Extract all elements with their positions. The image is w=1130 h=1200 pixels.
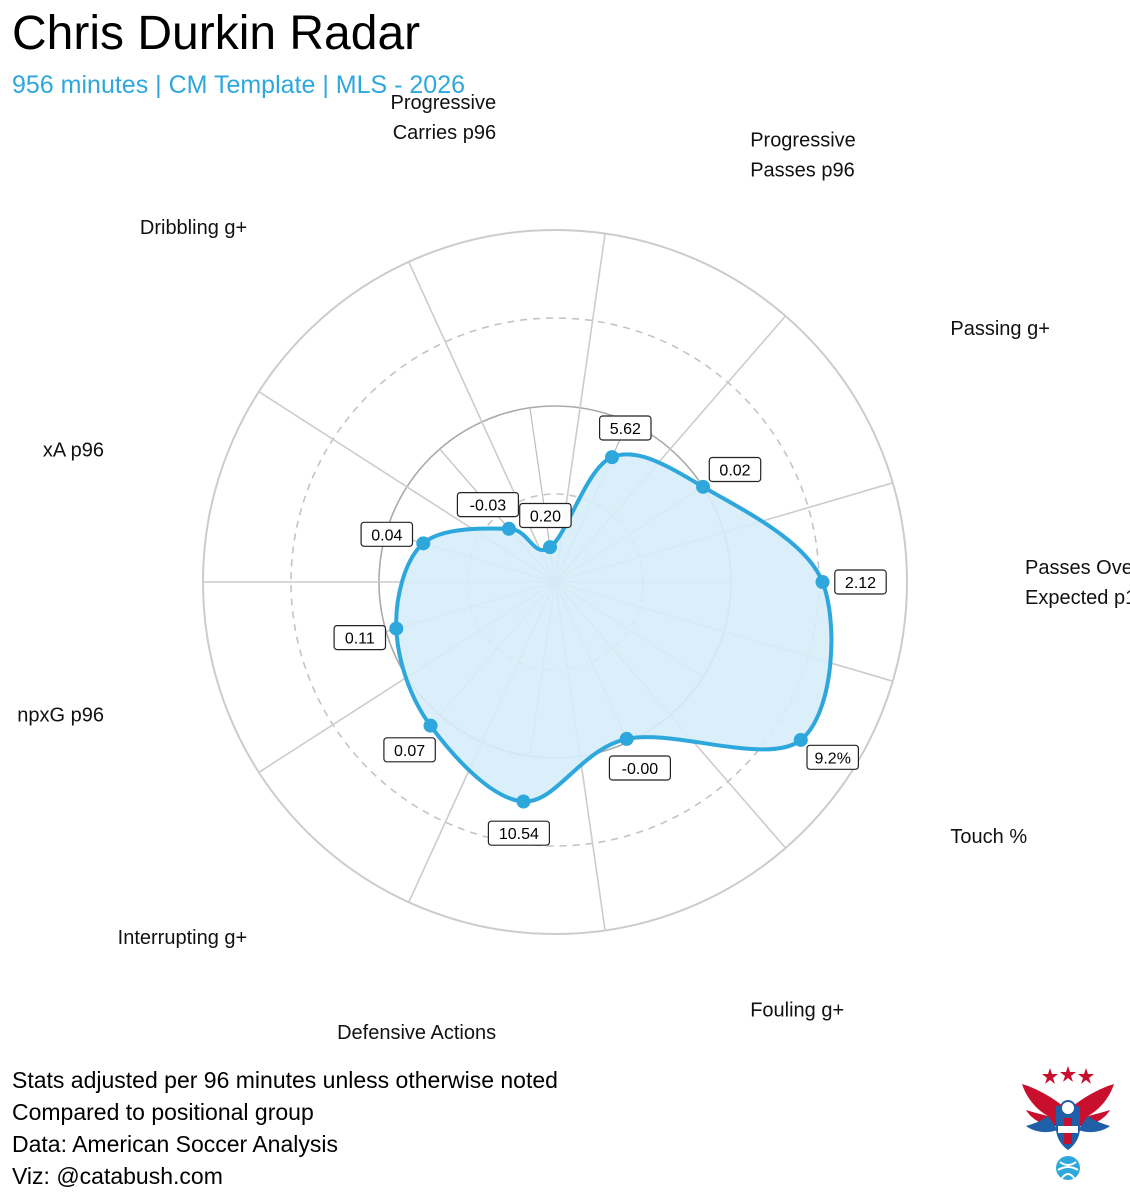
value-label-7: 0.07 (383, 737, 436, 763)
logo-stars (1042, 1066, 1094, 1084)
axis-label-line: Carries p96 (393, 122, 496, 144)
chart-title: Chris Durkin Radar (12, 7, 421, 60)
radar-points (389, 450, 830, 809)
value-label-box (456, 492, 519, 518)
data-point-3 (542, 540, 557, 555)
footer-notes: Stats adjusted per 96 minutes unless oth… (12, 1064, 558, 1192)
axis-label-10: Touch % (950, 826, 1027, 848)
axis-label-line: Passing g+ (950, 318, 1050, 340)
value-label-text: 0.02 (719, 463, 750, 480)
axis-label-line: Dribbling g+ (140, 217, 247, 239)
value-label-box (333, 624, 387, 651)
value-label-box (608, 755, 672, 781)
value-label-3: 0.20 (519, 502, 572, 529)
axis-label-line: Passes p96 (750, 160, 855, 182)
data-point-4 (501, 521, 516, 536)
value-label-1: 0.02 (708, 456, 762, 483)
value-label-text: 0.04 (371, 527, 402, 544)
value-label-0: 2.12 (834, 569, 887, 595)
chart-subtitle: 956 minutes | CM Template | MLS - 2026 (12, 71, 466, 99)
value-label-text: -0.03 (470, 498, 507, 515)
value-label-text: -0.00 (622, 761, 659, 778)
value-label-2: 5.62 (598, 415, 652, 441)
logo-soccer-ball (1056, 1156, 1080, 1180)
footer-line-compared: Compared to positional group (12, 1099, 314, 1125)
footer-line-adjusted: Stats adjusted per 96 minutes unless oth… (12, 1067, 558, 1093)
value-label-box (598, 415, 652, 441)
axis-label-line: Defensive Actions (337, 1022, 496, 1044)
eagle-crest-logo (1022, 1066, 1114, 1180)
value-label-text: 5.62 (610, 421, 641, 438)
value-label-text: 0.20 (530, 509, 561, 526)
axis-label-5: xA p96 (43, 440, 104, 462)
radar-chart: 2.12 0.02 5.62 0.20 -0.03 0.04 0.11 0.07 10.54 -0… (17, 92, 1130, 1050)
axis-label-2: Progressive Passes p96 (750, 130, 856, 182)
axis-label-9: Fouling g+ (750, 1000, 844, 1022)
value-label-box (519, 502, 572, 529)
axis-label-line: Fouling g+ (750, 1000, 844, 1022)
value-label-box (708, 456, 762, 483)
spoke-3 (408, 261, 556, 583)
data-point-5 (416, 536, 431, 551)
value-label-4: -0.03 (456, 492, 519, 518)
data-point-9 (619, 731, 634, 746)
data-point-1 (696, 479, 711, 494)
value-label-9: -0.00 (608, 755, 672, 781)
value-label-box (383, 737, 436, 763)
data-point-6 (389, 621, 404, 636)
value-label-box (806, 744, 860, 770)
value-label-6: 0.11 (333, 624, 387, 651)
footer-line-viz-credit: Viz: @catabush.com (12, 1163, 223, 1189)
axis-label-0: Passes Over Expected p100 (1025, 557, 1130, 609)
axis-label-line: Interrupting g+ (118, 927, 248, 949)
value-label-text: 9.2% (814, 750, 850, 767)
value-label-text: 2.12 (845, 575, 876, 592)
data-point-0 (815, 575, 830, 589)
radar-axis-labels: Passes Over Expected p100 Passing g+ Progre… (17, 92, 1130, 1050)
value-label-box (834, 569, 887, 595)
value-label-box (487, 820, 550, 846)
radar-value-labels: 2.12 0.02 5.62 0.20 -0.03 0.04 0.11 0.07 10.54 -0… (333, 415, 887, 846)
axis-label-8: Defensive ActionsWon p96 (337, 1022, 496, 1050)
axis-label-line: npxG p96 (17, 704, 104, 726)
logo-shield (1056, 1100, 1080, 1150)
axis-label-line: Touch % (950, 826, 1027, 848)
value-label-text: 0.07 (394, 743, 425, 760)
value-label-box (360, 521, 414, 547)
data-point-7 (423, 718, 438, 733)
value-label-5: 0.04 (360, 521, 414, 547)
axis-label-6: npxG p96 (17, 704, 104, 726)
value-label-8: 10.54 (487, 820, 550, 846)
axis-label-line: Expected p100 (1025, 587, 1130, 609)
value-label-text: 10.54 (499, 826, 539, 843)
data-point-8 (516, 794, 531, 809)
data-point-10 (793, 732, 808, 747)
axis-label-line: xA p96 (43, 440, 104, 462)
axis-label-3: Progressive Carries p96 (390, 92, 496, 144)
axis-label-line: Progressive (750, 130, 856, 152)
axis-label-line: Passes Over (1025, 557, 1130, 579)
axis-label-line: Progressive (390, 92, 496, 114)
footer-line-data-source: Data: American Soccer Analysis (12, 1131, 338, 1157)
value-label-text: 0.11 (345, 631, 375, 648)
axis-label-1: Passing g+ (950, 318, 1050, 340)
value-label-10: 9.2% (806, 744, 860, 770)
data-point-2 (605, 450, 620, 465)
axis-label-4: Dribbling g+ (140, 217, 247, 239)
axis-label-7: Interrupting g+ (118, 927, 248, 949)
